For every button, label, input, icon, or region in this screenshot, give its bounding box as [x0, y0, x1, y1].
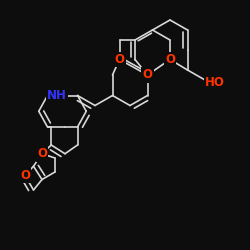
Text: O: O — [142, 68, 152, 82]
Text: O: O — [114, 53, 124, 66]
Text: HO: HO — [205, 76, 225, 89]
Text: O: O — [37, 147, 47, 160]
Text: O: O — [20, 169, 30, 182]
Text: NH: NH — [47, 89, 67, 102]
Text: O: O — [165, 53, 175, 66]
